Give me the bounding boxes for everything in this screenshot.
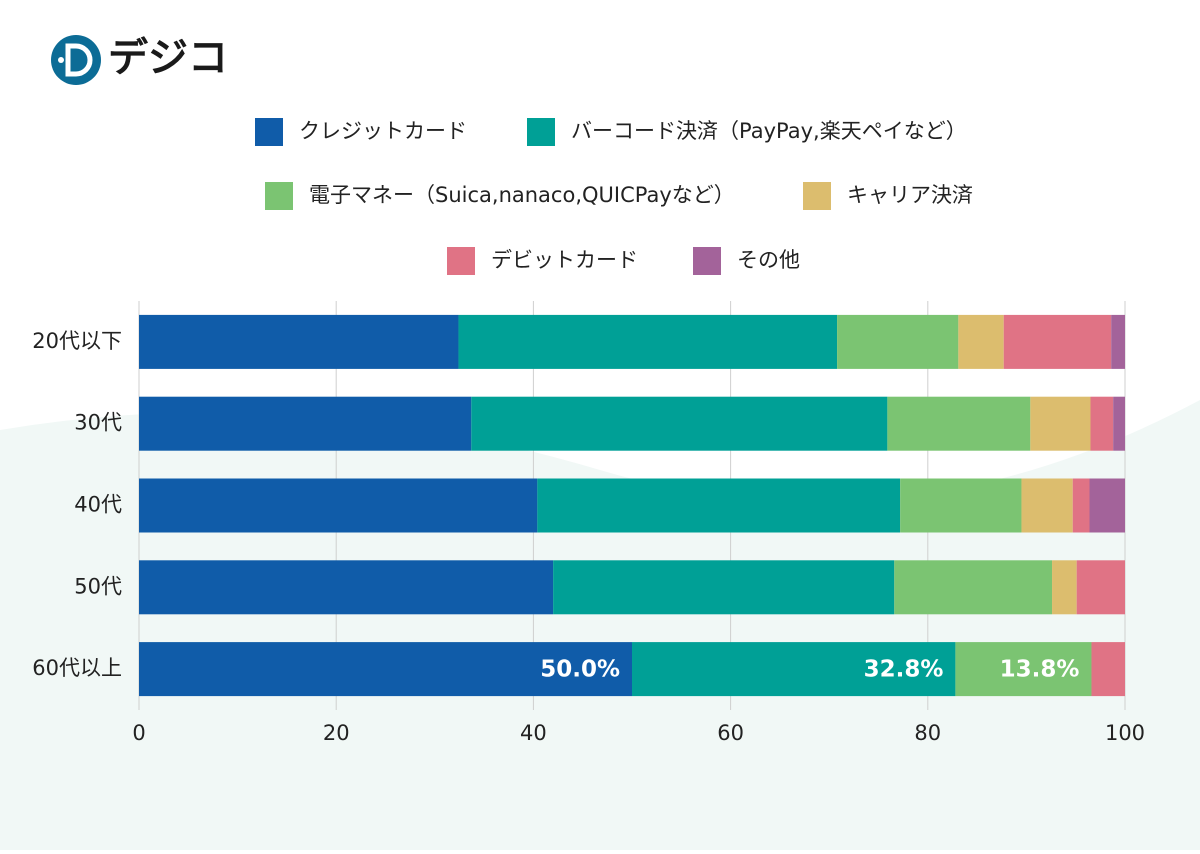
legend-swatch (447, 247, 475, 275)
bar-segment (458, 314, 838, 369)
legend-swatch (693, 247, 721, 275)
bar-segment (1072, 478, 1090, 533)
legend-label: バーコード決済（PayPay,楽天ペイなど） (571, 119, 967, 143)
legend-swatch (255, 118, 283, 146)
legend-label: クレジットカード (299, 119, 467, 143)
bar-segment (1091, 642, 1125, 697)
bar-segment (1021, 478, 1073, 533)
bar-segment (1052, 560, 1077, 615)
legend-swatch (265, 182, 293, 210)
bar-segment (139, 314, 459, 369)
x-tick-label: 60 (717, 721, 744, 745)
legend-label: その他 (737, 248, 800, 272)
bar-segment (139, 396, 472, 451)
bar-segment (139, 478, 538, 533)
y-tick-label: 40代 (74, 493, 122, 517)
bar-segment (1113, 396, 1125, 451)
bar-segment (1076, 560, 1125, 615)
x-tick-label: 0 (132, 721, 145, 745)
legend-label: 電子マネー（Suica,nanaco,QUICPayなど） (309, 183, 735, 207)
legend-swatch (527, 118, 555, 146)
x-tick-label: 100 (1105, 721, 1145, 745)
x-tick-label: 40 (520, 721, 547, 745)
y-tick-label: 30代 (74, 411, 122, 435)
legend-swatch (803, 182, 831, 210)
bar-segment (139, 560, 554, 615)
y-tick-label: 50代 (74, 574, 122, 598)
bar-segment (900, 478, 1022, 533)
bar-segment (955, 642, 1092, 697)
bar-segment (1089, 478, 1125, 533)
legend-label: キャリア決済 (847, 183, 973, 207)
background-shape (0, 400, 1200, 850)
bar-segment (958, 314, 1004, 369)
bar-segment (537, 478, 901, 533)
bar-segment (1090, 396, 1114, 451)
value-label: 32.8% (864, 657, 944, 683)
logo-icon (51, 35, 101, 85)
bar-segment (471, 396, 888, 451)
logo-text: デジコ (108, 35, 228, 81)
bar-segment (1003, 314, 1112, 369)
y-tick-label: 20代以下 (32, 329, 122, 353)
bar-segment (139, 642, 632, 697)
bar-segment (837, 314, 959, 369)
bar-segment (894, 560, 1053, 615)
y-tick-label: 60代以上 (32, 656, 122, 680)
bar-segment (1111, 314, 1125, 369)
bar-segment (1030, 396, 1091, 451)
bar-segment (887, 396, 1031, 451)
x-tick-label: 80 (914, 721, 941, 745)
x-tick-label: 20 (323, 721, 350, 745)
value-label: 50.0% (540, 657, 620, 683)
bar-segment (632, 642, 956, 697)
value-label: 13.8% (1000, 657, 1080, 683)
legend-label: デビットカード (491, 248, 638, 272)
bar-segment (553, 560, 895, 615)
